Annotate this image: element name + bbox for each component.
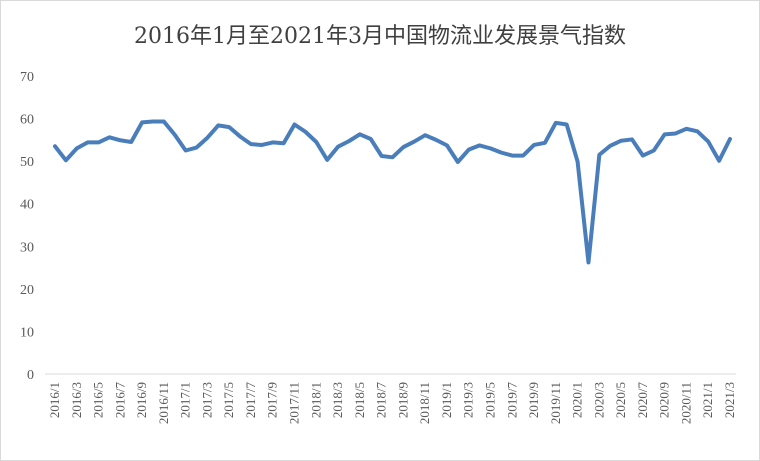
x-tick-label: 2019/1 [439, 382, 454, 418]
x-tick-label: 2017/11 [287, 382, 302, 424]
x-tick-label: 2017/5 [221, 382, 236, 418]
x-tick-label: 2016/1 [47, 382, 62, 418]
x-tick-label: 2020/5 [613, 382, 628, 418]
y-tick-label: 70 [20, 70, 34, 85]
x-tick-label: 2016/5 [91, 382, 106, 418]
x-tick-label: 2019/9 [526, 382, 541, 418]
x-tick-label: 2020/11 [678, 382, 693, 424]
x-tick-label: 2017/7 [243, 382, 258, 419]
x-tick-label: 2020/7 [635, 382, 650, 419]
x-tick-label: 2018/3 [330, 382, 345, 418]
x-tick-label: 2020/9 [657, 382, 672, 418]
x-tick-label: 2021/3 [722, 382, 737, 418]
y-axis-ticks: 0 10 20 30 40 50 60 70 [20, 70, 34, 383]
x-tick-label: 2017/9 [265, 382, 280, 418]
x-tick-label: 2016/11 [156, 382, 171, 424]
x-tick-label: 2018/1 [308, 382, 323, 418]
y-tick-label: 60 [20, 113, 34, 128]
x-tick-label: 2018/9 [395, 382, 410, 418]
x-tick-label: 2018/11 [417, 382, 432, 424]
y-tick-label: 30 [20, 240, 34, 255]
chart-title: 2016年1月至2021年3月中国物流业发展景气指数 [134, 24, 626, 49]
x-tick-label: 2016/9 [134, 382, 149, 418]
x-tick-label: 2018/5 [352, 382, 367, 418]
y-tick-label: 0 [27, 368, 34, 383]
x-tick-label: 2018/7 [374, 382, 389, 419]
x-tick-label: 2019/3 [461, 382, 476, 418]
y-tick-label: 20 [20, 283, 34, 298]
series-line [53, 119, 732, 265]
x-tick-label: 2019/11 [548, 382, 563, 424]
x-tick-label: 2016/7 [112, 382, 127, 419]
x-tick-label: 2020/3 [591, 382, 606, 418]
x-tick-label: 2019/7 [504, 382, 519, 419]
x-tick-label: 2019/5 [482, 382, 497, 418]
y-tick-label: 10 [20, 325, 34, 340]
x-tick-label: 2017/3 [199, 382, 214, 418]
x-tick-label: 2021/1 [700, 382, 715, 418]
x-tick-label: 2017/1 [178, 382, 193, 418]
y-tick-label: 50 [20, 155, 34, 170]
y-tick-label: 40 [20, 198, 34, 213]
x-tick-label: 2020/1 [570, 382, 585, 418]
x-tick-label: 2016/3 [69, 382, 84, 418]
x-axis-ticks: 2016/1 2016/3 2016/5 2016/7 2016/9 2016/11 201… [47, 382, 737, 425]
